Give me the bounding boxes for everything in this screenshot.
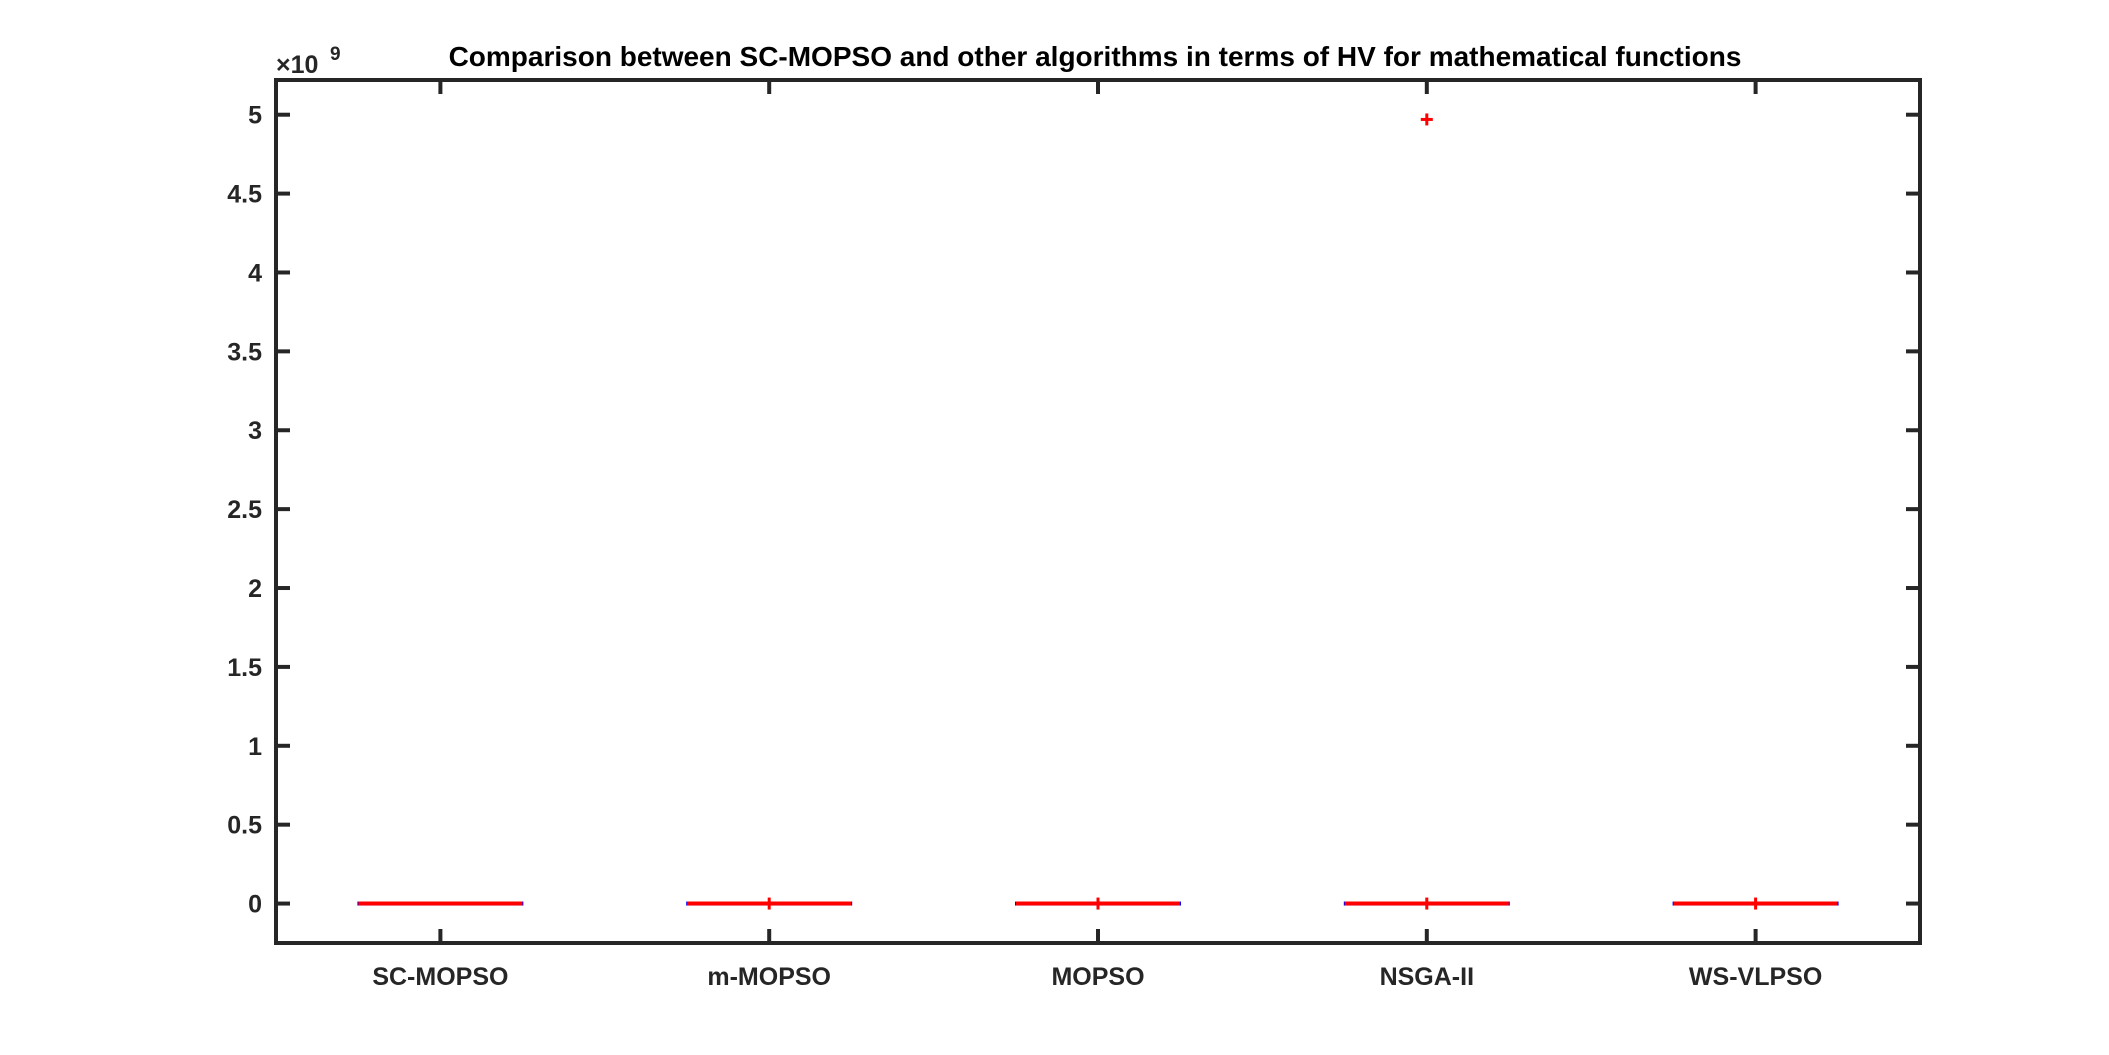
x-tick-label: SC-MOPSO [372,963,508,991]
plot-area: 0 0.5 1 1.5 2 2.5 3 3.5 4 4.5 5 SC-MOPSO m-MOPSO MOPS… [227,78,1922,991]
y-exponent-label: ×10 9 [276,44,341,79]
y-tick-label: 0 [248,891,262,919]
y-exponent-base: ×10 [276,51,318,79]
y-tick-label: 4 [248,259,262,287]
y-tick-label: 3 [248,417,262,445]
y-tick-label: 0.5 [227,812,262,840]
chart-title: Comparison between SC-MOPSO and other al… [449,41,1742,72]
y-tick-label: 1.5 [227,654,262,682]
plot-frame [274,78,1922,945]
y-tick-label: 4.5 [227,181,262,209]
y-exponent-power: 9 [330,44,341,65]
x-tick-label: NSGA-II [1380,963,1474,991]
y-tick-label: 3.5 [227,338,262,366]
y-tick-label: 5 [248,102,262,130]
x-tick-label: MOPSO [1051,963,1144,991]
y-tick-label: 1 [248,733,262,761]
x-tick-label: WS-VLPSO [1689,963,1822,991]
svg-text:×10: ×10 [276,51,318,79]
svg-text:9: 9 [330,44,341,65]
y-tick-label: 2.5 [227,496,262,524]
y-tick-label: 2 [248,575,262,603]
x-tick-label: m-MOPSO [707,963,831,991]
